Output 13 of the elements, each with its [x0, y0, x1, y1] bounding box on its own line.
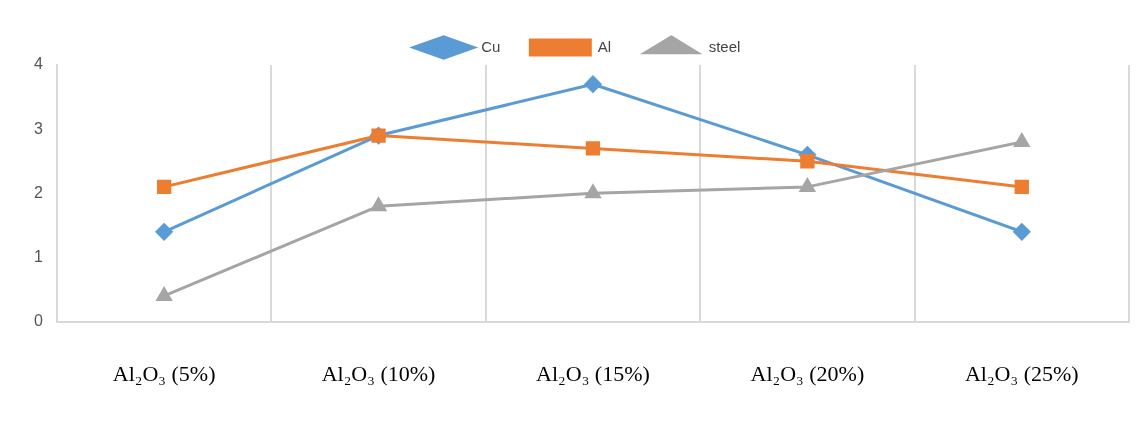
y-tick-label: 4: [33, 55, 43, 73]
x-tick-label: Al₂O₃ (20%): [750, 360, 865, 386]
x-tick-label: Al₂O₃ (15%): [536, 360, 650, 386]
x-tick-label: Al₂O₃ (25%): [964, 360, 1079, 386]
x-tick-label: Al₂O₃ (10%): [321, 360, 436, 386]
y-tick-label: 0: [33, 312, 43, 330]
legend-label: steel: [708, 37, 741, 55]
y-tick-label: 3: [33, 119, 43, 137]
y-tick-label: 1: [33, 247, 43, 265]
y-tick-label: 2: [33, 183, 43, 201]
legend-label: Cu: [481, 37, 501, 55]
x-tick-label: Al₂O₃ (5%): [112, 360, 216, 386]
legend-label: Al: [597, 37, 612, 55]
